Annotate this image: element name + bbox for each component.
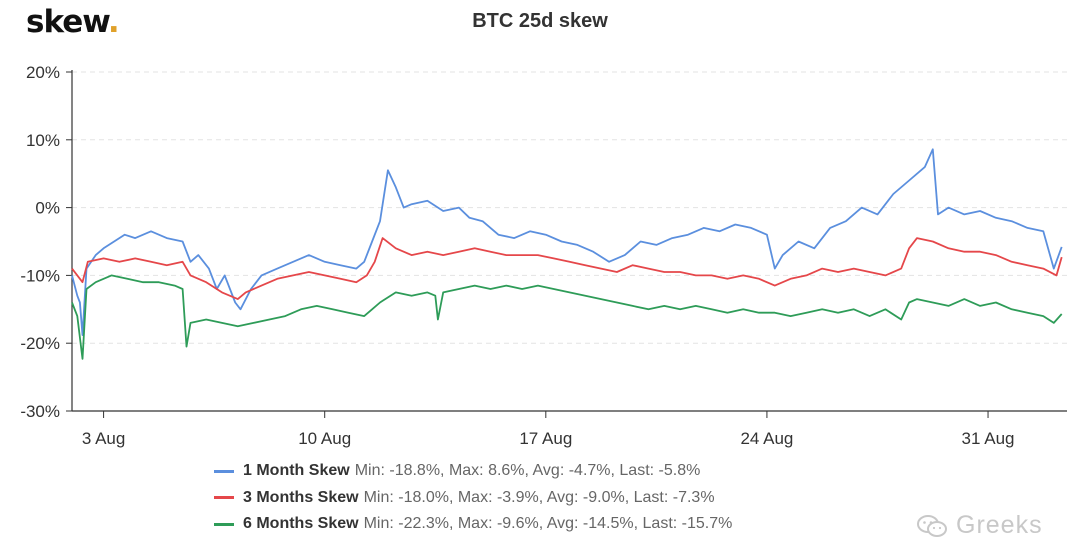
line-chart: 20% 10% 0% -10% -20% -30% 3 Aug 10 Aug 17 Aug 24 …	[20, 63, 1067, 448]
y-tick-label: 20%	[26, 63, 60, 82]
logo-dot: .	[107, 4, 120, 40]
legend-item-6-months[interactable]: 6 Months Skew Min: -22.3%, Max: -9.6%, A…	[214, 511, 732, 538]
watermark-text: Greeks	[956, 511, 1043, 539]
logo-text: skew	[26, 4, 109, 40]
legend-item-3-months[interactable]: 3 Months Skew Min: -18.0%, Max: -3.9%, A…	[214, 485, 732, 512]
y-tick-label: -20%	[20, 334, 60, 353]
y-tick-label: -30%	[20, 402, 60, 421]
x-tick-label: 24 Aug	[740, 429, 793, 448]
legend-series-stats: Min: -18.8%, Max: 8.6%, Avg: -4.7%, Last…	[354, 462, 701, 479]
legend-item-1-month[interactable]: 1 Month Skew Min: -18.8%, Max: 8.6%, Avg…	[214, 458, 732, 485]
series-line-1-month-skew	[71, 148, 1063, 336]
series-line-3-months-skew	[71, 237, 1063, 300]
y-tick-label: 10%	[26, 131, 60, 150]
series-line-6-months-skew	[71, 274, 1063, 360]
wechat-icon	[917, 514, 947, 537]
legend-series-name: 3 Months Skew	[243, 488, 359, 506]
legend-swatch	[214, 469, 234, 473]
legend-swatch	[214, 522, 234, 526]
y-tick-label: -10%	[20, 266, 60, 285]
chart-legend: 1 Month Skew Min: -18.8%, Max: 8.6%, Avg…	[214, 458, 732, 538]
y-tick-label: 0%	[35, 199, 60, 218]
legend-series-stats: Min: -22.3%, Max: -9.6%, Avg: -14.5%, La…	[363, 515, 733, 532]
x-tick-label: 17 Aug	[519, 429, 572, 448]
legend-series-name: 1 Month Skew	[243, 462, 350, 479]
x-tick-label: 3 Aug	[82, 429, 126, 448]
skew-logo: skew.	[26, 4, 120, 40]
x-tick-label: 31 Aug	[962, 429, 1015, 448]
legend-series-stats: Min: -18.0%, Max: -3.9%, Avg: -9.0%, Las…	[363, 488, 715, 506]
chart-title: BTC 25d skew	[472, 10, 608, 32]
watermark: Greeks	[916, 511, 1043, 540]
x-tick-label: 10 Aug	[298, 429, 351, 448]
legend-swatch	[214, 496, 234, 500]
legend-series-name: 6 Months Skew	[243, 515, 359, 532]
